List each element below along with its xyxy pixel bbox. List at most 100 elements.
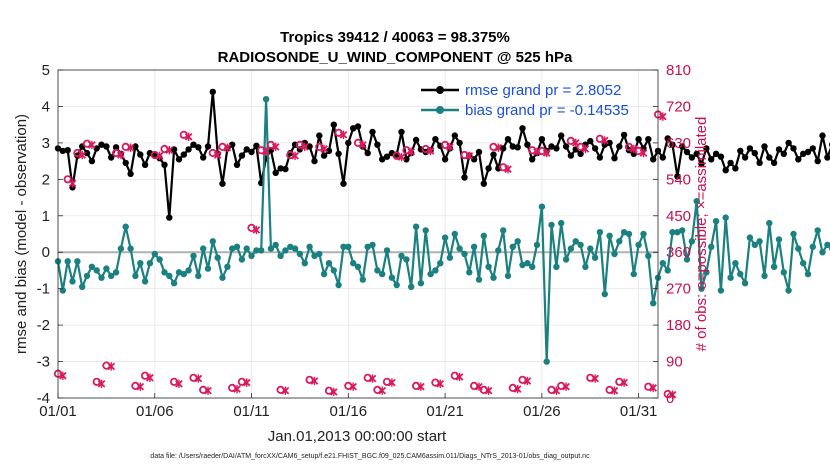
obs-assimilated-point (310, 376, 319, 386)
bias-point (664, 267, 671, 274)
bias-point (170, 280, 178, 287)
rmse-point (790, 145, 797, 152)
bias-point (775, 236, 783, 243)
bias-point (693, 198, 700, 205)
bias-point (383, 247, 391, 254)
rmse-point (93, 145, 100, 152)
rmse-point (664, 135, 671, 142)
obs-assimilated-point (329, 387, 338, 397)
bias-point (470, 243, 478, 250)
rmse-point (553, 145, 560, 152)
rmse-point (577, 150, 584, 157)
bias-point (122, 223, 129, 230)
obs-assimilated-point (620, 378, 628, 387)
bias-point (466, 269, 473, 276)
x-tick-label: 01/21 (426, 403, 464, 420)
rmse-point (746, 145, 754, 152)
bias-point (398, 252, 405, 260)
rmse-point (485, 165, 492, 172)
bias-point (495, 247, 502, 254)
bias-point (620, 229, 628, 236)
obs-assimilated-point (349, 382, 357, 391)
obs-assimilated-point (146, 373, 154, 382)
rmse-point (369, 128, 376, 136)
bias-point (296, 250, 304, 258)
bias-point (490, 274, 497, 281)
rmse-point (345, 139, 352, 147)
obs-assimilated-point (281, 386, 290, 395)
obs-assimilated-point (368, 374, 377, 383)
rmse-point (335, 150, 342, 157)
bias-point (616, 238, 623, 245)
bias-point (500, 227, 507, 234)
bias-point (524, 260, 531, 267)
rmse-point (229, 141, 236, 148)
obs-assimilated-point (552, 386, 561, 395)
rmse-point (712, 150, 720, 157)
bias-point (364, 243, 371, 250)
obs-assimilated-point (571, 138, 580, 148)
rmse-point (635, 136, 642, 143)
rmse-point (316, 132, 323, 139)
bias-point (553, 263, 560, 270)
obs-assimilated-point (320, 144, 328, 154)
bias-point (262, 96, 270, 103)
rmse-point (277, 165, 284, 172)
obs-assimilated-point (262, 147, 270, 156)
obs-assimilated-point (184, 132, 193, 142)
bias-point (224, 263, 231, 270)
rmse-point (238, 152, 246, 159)
bias-point (804, 270, 812, 278)
rmse-point (180, 151, 187, 158)
y-tick-label: 1 (42, 208, 50, 225)
bias-point (195, 272, 202, 280)
y-tick-label: 4 (42, 98, 50, 115)
bias-point (146, 260, 154, 267)
bias-point (591, 254, 599, 261)
rmse-point (185, 146, 192, 153)
bias-point (137, 260, 144, 267)
obs-assimilated-point (68, 179, 77, 188)
bias-point (229, 245, 236, 252)
bias-point (403, 256, 410, 263)
bias-point (354, 263, 362, 270)
rmse-point (693, 150, 700, 157)
rmse-point (703, 145, 710, 152)
bias-point (746, 234, 754, 241)
bias-point (83, 272, 91, 280)
bias-point (316, 250, 323, 258)
bias-point (601, 290, 608, 298)
rmse-point (209, 88, 216, 96)
obs-assimilated-point (252, 225, 261, 235)
rmse-point (591, 145, 599, 152)
x-tick-label: 01/26 (523, 403, 561, 420)
obs-assimilated-point (475, 382, 483, 391)
obs-assimilated-point (639, 148, 648, 158)
bias-point (674, 229, 681, 236)
bias-point (291, 245, 299, 252)
obs-assimilated-point (426, 146, 435, 156)
y-axis-label: rmse and bias (model - observation) (13, 114, 30, 354)
obs-assimilated-point (97, 379, 106, 389)
bias-point (582, 263, 589, 270)
obs-assimilated-point (417, 382, 425, 391)
rmse-point (616, 143, 623, 150)
rmse-point (325, 147, 333, 155)
bias-point (132, 272, 139, 280)
y2-tick-label: 90 (666, 354, 683, 371)
obs-assimilated-point (107, 362, 116, 371)
bias-point (79, 283, 86, 290)
obs-assimilated-point (649, 383, 657, 393)
legend-rmse-marker (436, 86, 444, 94)
x-tick-label: 01/01 (39, 403, 77, 420)
bias-point (335, 281, 342, 289)
bias-point (301, 260, 308, 267)
obs-assimilated-point (136, 382, 145, 391)
bias-point (504, 272, 512, 280)
rmse-point (175, 156, 183, 163)
bias-point (587, 245, 594, 252)
y2-tick-label: 450 (666, 208, 691, 225)
rmse-point (514, 144, 521, 151)
bias-point (519, 261, 526, 269)
obs-assimilated-point (610, 386, 619, 395)
